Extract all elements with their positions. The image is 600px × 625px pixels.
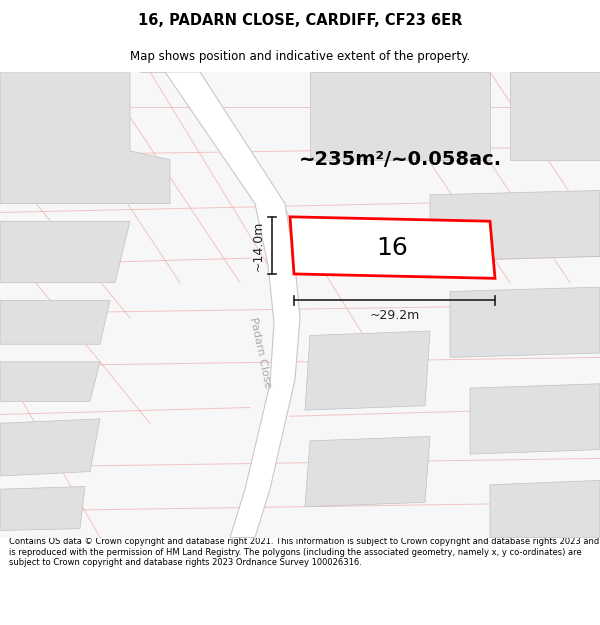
Text: 16: 16	[376, 236, 408, 259]
Text: ~14.0m: ~14.0m	[252, 220, 265, 271]
Polygon shape	[470, 384, 600, 454]
Polygon shape	[0, 486, 85, 531]
Polygon shape	[0, 72, 170, 204]
Polygon shape	[305, 436, 430, 507]
Polygon shape	[0, 419, 100, 476]
Text: ~235m²/~0.058ac.: ~235m²/~0.058ac.	[298, 150, 502, 169]
Polygon shape	[0, 221, 130, 282]
Polygon shape	[490, 481, 600, 538]
Polygon shape	[430, 191, 600, 261]
Polygon shape	[0, 300, 110, 344]
Polygon shape	[310, 72, 490, 160]
Text: ~29.2m: ~29.2m	[370, 309, 419, 322]
Text: Padarn Close: Padarn Close	[248, 317, 272, 389]
Text: 16, PADARN CLOSE, CARDIFF, CF23 6ER: 16, PADARN CLOSE, CARDIFF, CF23 6ER	[138, 12, 462, 28]
Polygon shape	[290, 217, 495, 278]
Polygon shape	[0, 362, 100, 401]
Polygon shape	[140, 72, 300, 538]
Text: Map shows position and indicative extent of the property.: Map shows position and indicative extent…	[130, 49, 470, 62]
Text: Contains OS data © Crown copyright and database right 2021. This information is : Contains OS data © Crown copyright and d…	[9, 538, 599, 568]
Polygon shape	[510, 72, 600, 160]
Polygon shape	[450, 287, 600, 357]
Polygon shape	[305, 331, 430, 410]
